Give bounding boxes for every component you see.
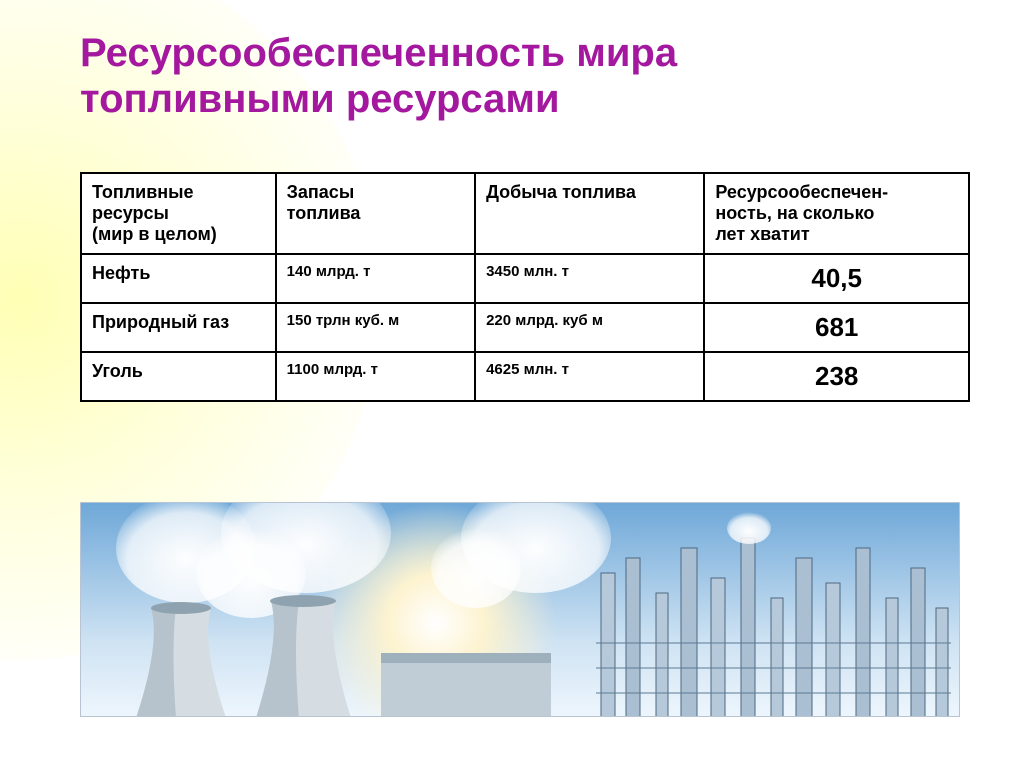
cell-years: 681 xyxy=(704,303,969,352)
col-header-resource: Топливные ресурсы (мир в целом) xyxy=(81,173,276,254)
table-row: Уголь 1100 млрд. т 4625 млн. т 238 xyxy=(81,352,969,401)
cell-resource: Уголь xyxy=(81,352,276,401)
col-header-reserves: Запасы топлива xyxy=(276,173,475,254)
cell-extraction: 4625 млн. т xyxy=(475,352,704,401)
industrial-plant-illustration xyxy=(80,502,960,717)
cell-years: 40,5 xyxy=(704,254,969,303)
cell-reserves: 1100 млрд. т xyxy=(276,352,475,401)
cell-reserves: 150 трлн куб. м xyxy=(276,303,475,352)
table-header-row: Топливные ресурсы (мир в целом) Запасы т… xyxy=(81,173,969,254)
col-header-years: Ресурсообеспечен- ность, на сколько лет … xyxy=(704,173,969,254)
plant-svg xyxy=(81,503,960,717)
cell-extraction: 220 млрд. куб м xyxy=(475,303,704,352)
table-row: Нефть 140 млрд. т 3450 млн. т 40,5 xyxy=(81,254,969,303)
col-header-extraction: Добыча топлива xyxy=(475,173,704,254)
slide-title: Ресурсообеспеченность мира топливными ре… xyxy=(80,30,964,122)
cell-reserves: 140 млрд. т xyxy=(276,254,475,303)
title-line-2: топливными ресурсами xyxy=(80,77,560,121)
slide-content: Ресурсообеспеченность мира топливными ре… xyxy=(0,0,1024,402)
cell-resource: Природный газ xyxy=(81,303,276,352)
title-line-1: Ресурсообеспеченность мира xyxy=(80,31,677,75)
cell-years: 238 xyxy=(704,352,969,401)
fuel-resources-table: Топливные ресурсы (мир в целом) Запасы т… xyxy=(80,172,970,402)
cell-resource: Нефть xyxy=(81,254,276,303)
table-row: Природный газ 150 трлн куб. м 220 млрд. … xyxy=(81,303,969,352)
cell-extraction: 3450 млн. т xyxy=(475,254,704,303)
